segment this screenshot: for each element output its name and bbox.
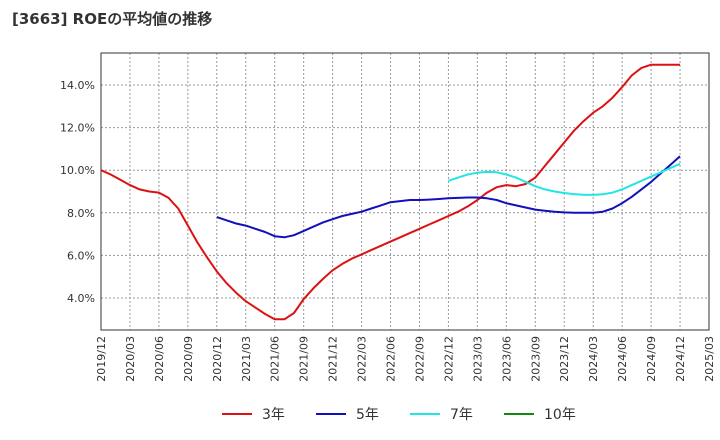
series-line-7年	[448, 162, 681, 196]
grid-lines	[101, 53, 710, 330]
x-tick-label: 2022/03	[356, 336, 369, 382]
y-tick-label: 10.0%	[60, 164, 95, 177]
y-tick-label: 8.0%	[67, 207, 95, 220]
x-tick-label: 2021/09	[298, 336, 311, 382]
y-axis-ticks: 4.0% 6.0% 8.0% 10.0% 12.0% 14.0%	[60, 79, 95, 305]
x-tick-label: 2020/06	[153, 336, 166, 382]
plot-area-frame	[100, 52, 710, 331]
x-tick-label: 2022/09	[413, 336, 426, 382]
x-tick-label: 2025/03	[703, 336, 716, 382]
x-tick-label: 2023/12	[558, 336, 571, 382]
y-tick-label: 4.0%	[67, 292, 95, 305]
x-tick-label: 2020/09	[182, 336, 195, 382]
x-tick-label: 2024/09	[645, 336, 658, 382]
y-tick-label: 12.0%	[60, 122, 95, 135]
legend-label: 3年	[262, 407, 285, 423]
x-tick-label: 2023/03	[471, 336, 484, 382]
plot-area-background	[101, 53, 709, 330]
legend-label: 7年	[450, 407, 473, 423]
x-tick-label: 2021/12	[327, 336, 340, 382]
x-tick-label: 2024/03	[587, 336, 600, 382]
x-tick-label: 2020/03	[124, 336, 137, 382]
legend-label: 5年	[356, 407, 379, 423]
y-tick-label: 6.0%	[67, 249, 95, 262]
chart-title: [3663] ROEの平均値の推移	[12, 10, 213, 28]
series-lines	[100, 63, 681, 321]
x-tick-label: 2020/12	[211, 336, 224, 382]
x-tick-label: 2022/12	[442, 336, 455, 382]
legend-label: 10年	[544, 407, 576, 423]
series-line-3年	[100, 63, 680, 321]
x-tick-label: 2019/12	[95, 336, 108, 382]
series-line-5年	[216, 155, 681, 239]
x-tick-label: 2021/06	[269, 336, 282, 382]
x-tick-label: 2024/12	[674, 336, 687, 382]
x-tick-label: 2021/03	[240, 336, 253, 382]
x-tick-label: 2023/09	[529, 336, 542, 382]
x-axis-ticks: 2019/12 2020/03 2020/06 2020/09 2020/12 2021/…	[95, 336, 716, 382]
x-tick-label: 2023/06	[500, 336, 513, 382]
legend: 3年 5年 7年 10年	[222, 407, 576, 423]
y-tick-label: 14.0%	[60, 79, 95, 92]
x-tick-label: 2024/06	[616, 336, 629, 382]
x-tick-label: 2022/06	[385, 336, 398, 382]
